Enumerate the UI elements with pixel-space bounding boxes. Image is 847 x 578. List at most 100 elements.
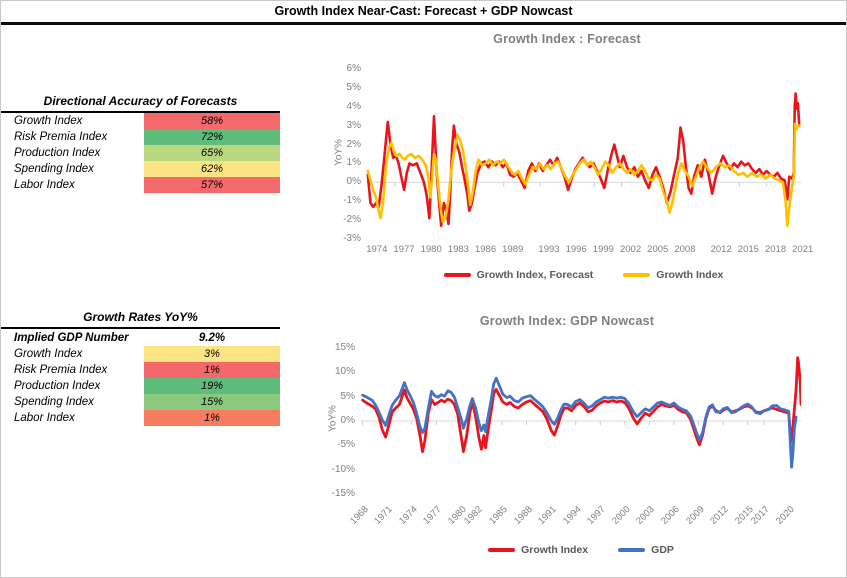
x-tick-label: 2020 [773, 504, 797, 527]
y-tick-label: -5% [337, 439, 355, 451]
y-tick-label: -3% [343, 233, 361, 244]
y-tick-label: 3% [346, 119, 361, 131]
legend-item: Growth Index [488, 544, 588, 556]
y-tick-label: 5% [340, 390, 355, 402]
row-value-cell: 15% [144, 394, 280, 410]
legend-label: Growth Index [656, 269, 724, 281]
x-tick-label: 2000 [609, 504, 633, 527]
x-tick-label: 1999 [592, 244, 614, 255]
x-tick-label: 1982 [462, 504, 486, 527]
table-row: Risk Premia Index 72% [1, 129, 280, 145]
forecast-legend: Growth Index, Forecast Growth Index [366, 269, 801, 281]
y-tick-label: 4% [346, 100, 361, 112]
report-title: Growth Index Near-Cast: Forecast + GDP N… [1, 1, 846, 25]
x-tick-label: 1983 [447, 244, 469, 255]
x-tick-label: 2012 [708, 504, 731, 527]
row-label: Production Index [14, 380, 101, 392]
nowcast-legend: Growth Index GDP [361, 544, 801, 556]
accuracy-table-title: Directional Accuracy of Forecasts [1, 93, 280, 113]
x-tick-label: 1980 [420, 244, 442, 255]
x-tick-label: 1977 [421, 504, 445, 527]
forecast-x-axis-labels: 1974 1977 1980 1983 1986 1989 1993 1996 1999 2002… [366, 244, 813, 274]
legend-label: Growth Index [521, 544, 589, 556]
x-tick-label: 1974 [366, 244, 388, 255]
table-row: Labor Index 57% [1, 177, 280, 193]
y-tick-label: -2% [343, 214, 361, 226]
x-tick-label: 1997 [585, 504, 609, 527]
row-label: Implied GDP Number [14, 331, 129, 344]
row-label: Spending Index [14, 163, 94, 175]
implied-gdp-row: Implied GDP Number 9.2% [1, 329, 280, 346]
y-tick-label: 0% [340, 415, 355, 426]
legend-line-swatch [443, 273, 471, 277]
x-tick-label: 1988 [511, 504, 535, 527]
legend-item: GDP [618, 544, 674, 556]
nowcast-chart-title: Growth Index: GDP Nowcast [479, 314, 655, 328]
y-tick-label: -15% [331, 488, 355, 499]
row-label: Labor Index [14, 412, 75, 424]
y-tick-label: 1% [346, 157, 361, 169]
y-tick-label: -1% [343, 195, 361, 207]
x-tick-label: 2021 [792, 244, 814, 255]
row-value-cell: 57% [144, 177, 280, 193]
row-label: Production Index [14, 147, 101, 159]
row-label: Growth Index [14, 348, 83, 360]
legend-line-swatch [623, 273, 651, 277]
series-line-growth-index [366, 122, 801, 228]
y-tick-label: 10% [334, 366, 355, 378]
growth-rates-table: Growth Rates YoY% Implied GDP Number 9.2… [1, 309, 280, 426]
x-tick-label: 2008 [674, 244, 696, 255]
accuracy-table: Directional Accuracy of Forecasts Growth… [1, 93, 280, 193]
forecast-plot-area [366, 69, 801, 239]
nowcast-y-axis-labels: 15% 10% 5% 0% -5% -10% -15% [321, 342, 355, 499]
x-tick-label: 2015 [737, 244, 759, 255]
x-tick-label: 2005 [647, 244, 669, 255]
growth-rates-table-title: Growth Rates YoY% [1, 309, 280, 329]
series-line-gdp [361, 376, 798, 469]
x-tick-label: 1977 [393, 244, 415, 255]
row-value-cell: 72% [144, 129, 280, 145]
row-value-cell: 62% [144, 161, 280, 177]
table-row: Growth Index 58% [1, 113, 280, 129]
x-tick-label: 1985 [486, 504, 510, 527]
row-value-cell: 3% [144, 346, 280, 362]
row-label: Risk Premia Index [14, 364, 108, 376]
legend-item: Growth Index, Forecast [443, 269, 594, 281]
forecast-y-axis-labels: 6% 5% 4% 3% 2% 1% 0% -1% -2% -3% [327, 63, 361, 244]
row-value-cell: 65% [144, 145, 280, 161]
legend-line-swatch [618, 548, 646, 552]
x-tick-label: 2003 [634, 504, 658, 527]
x-tick-label: 1991 [536, 504, 559, 527]
forecast-chart-title: Growth Index : Forecast [493, 32, 641, 46]
x-tick-label: 1996 [565, 244, 587, 255]
x-tick-label: 2006 [659, 504, 682, 527]
row-value-cell: 1% [144, 410, 280, 426]
row-label: Spending Index [14, 396, 94, 408]
row-value-cell: 58% [144, 113, 280, 129]
row-label: Growth Index [14, 115, 83, 127]
table-row: Production Index 19% [1, 378, 280, 394]
x-tick-label: 2017 [749, 504, 772, 527]
row-label: Risk Premia Index [14, 131, 108, 143]
legend-label: Growth Index, Forecast [476, 269, 594, 281]
table-row: Production Index 65% [1, 145, 280, 161]
y-tick-label: 15% [334, 342, 355, 353]
implied-gdp-value: 9.2% [198, 331, 226, 344]
x-tick-label: 2002 [619, 244, 642, 255]
table-row: Spending Index 15% [1, 394, 280, 410]
row-value-cell: 19% [144, 378, 280, 394]
x-tick-label: 2012 [710, 244, 732, 255]
x-tick-label: 2018 [764, 244, 787, 255]
x-tick-label: 1971 [372, 504, 395, 527]
x-tick-label: 1993 [538, 244, 560, 255]
y-tick-label: 6% [346, 63, 361, 74]
x-tick-label: 1968 [347, 504, 371, 527]
x-tick-label: 1986 [474, 244, 497, 255]
legend-label: GDP [651, 544, 674, 556]
y-tick-label: -10% [331, 463, 355, 475]
x-tick-label: 1974 [396, 504, 420, 527]
x-tick-label: 2009 [683, 504, 707, 527]
row-value-cell: 1% [144, 362, 280, 378]
y-tick-label: 0% [346, 176, 361, 188]
